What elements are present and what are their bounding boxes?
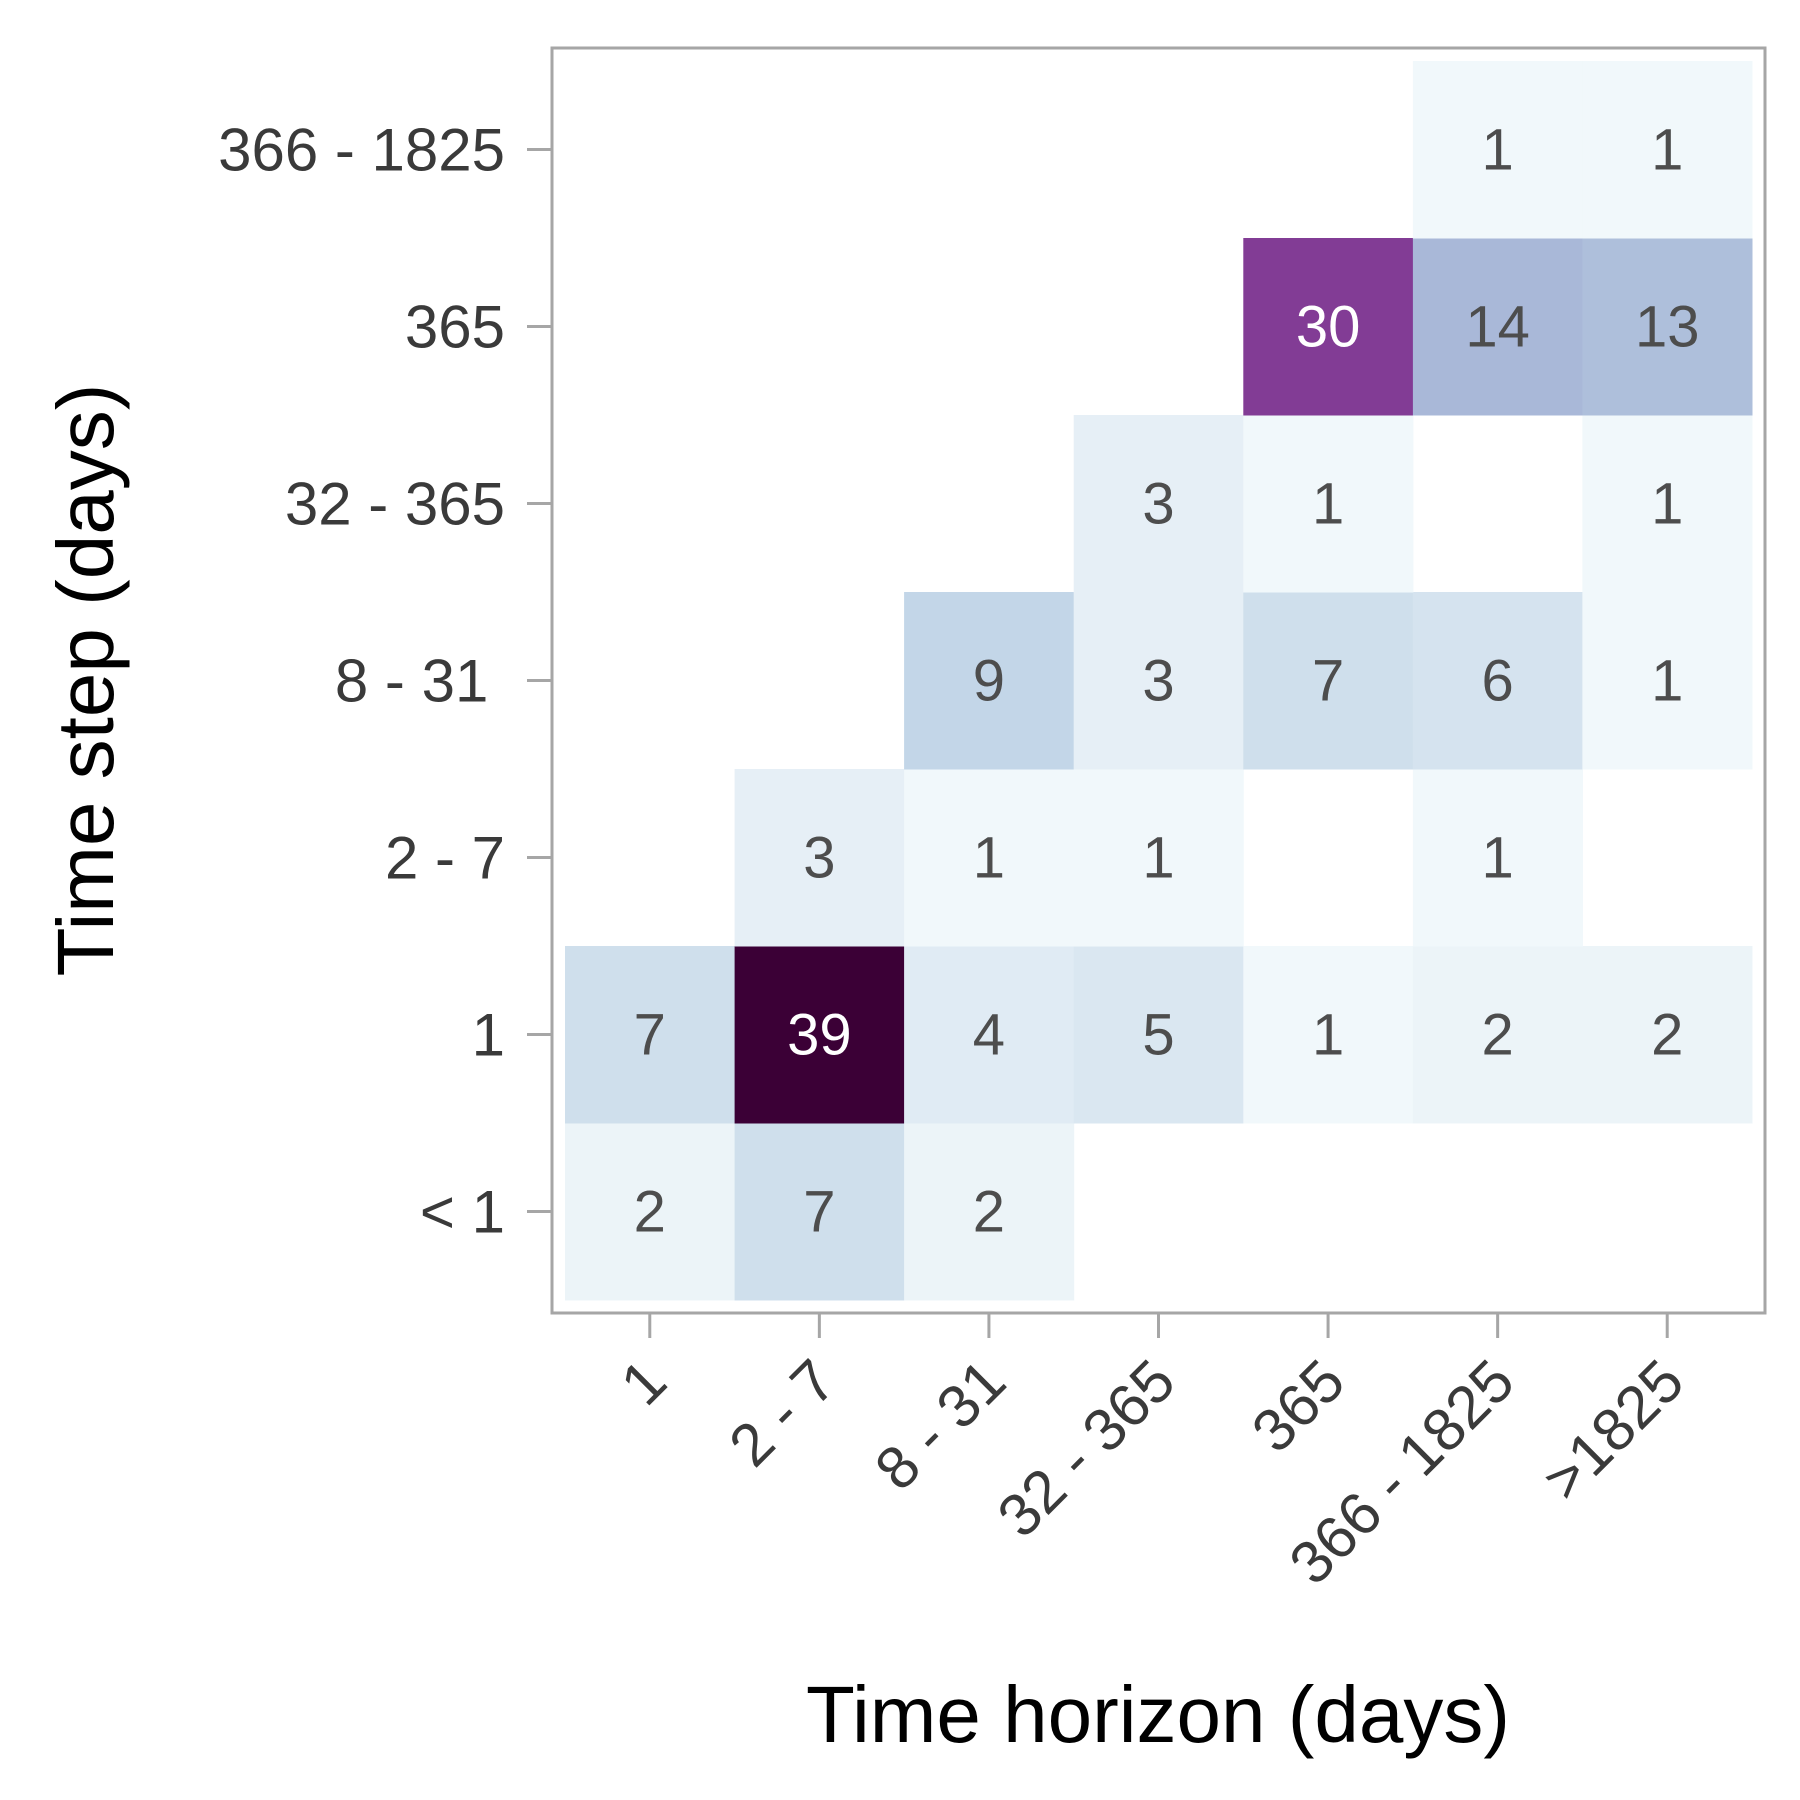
heatmap-cell-label: 39 <box>787 1003 852 1068</box>
heatmap-cell-label: 1 <box>1142 826 1174 891</box>
heatmap-cell-label: 2 <box>1651 1003 1683 1068</box>
heatmap-cell-label: 2 <box>634 1180 666 1245</box>
heatmap-cell-label: 6 <box>1481 649 1513 714</box>
heatmap-cell <box>904 946 1075 1124</box>
heatmap-cell <box>1073 769 1244 947</box>
heatmap-cell <box>1243 592 1414 770</box>
heatmap-cell-label: 7 <box>1312 649 1344 714</box>
x-axis-title: Time horizon (days) <box>806 1670 1510 1759</box>
y-axis-title: Time step (days) <box>41 384 130 977</box>
x-tick-label: 365 <box>1239 1347 1357 1465</box>
y-tick-label: 366 - 1825 <box>218 117 505 184</box>
heatmap-cell-label: 13 <box>1635 295 1700 360</box>
heatmap-cell-label: 1 <box>973 826 1005 891</box>
y-tick-label: 2 - 7 <box>385 825 505 892</box>
y-tick-label: 8 - 31 <box>335 648 505 715</box>
heatmap-cell-label: 1 <box>1312 1003 1344 1068</box>
heatmap-cell-label: 7 <box>634 1003 666 1068</box>
y-axis: < 1 1 2 - 7 8 - 31 32 - 365 365 366 - 1825 <box>218 117 552 1246</box>
heatmap-cell <box>904 592 1075 770</box>
x-tick-label: 8 - 31 <box>862 1347 1018 1503</box>
y-tick-label: 365 <box>405 294 505 361</box>
heatmap-cell <box>1582 61 1753 239</box>
heatmap-cell-label: 1 <box>1651 472 1683 537</box>
heatmap-cell-label: 30 <box>1296 295 1361 360</box>
heatmap-cell-label: 4 <box>973 1003 1005 1068</box>
heatmap-cell <box>1412 769 1583 947</box>
heatmap-cell-label: 3 <box>1142 472 1174 537</box>
heatmap-cell-label: 1 <box>1651 649 1683 714</box>
x-tick-label: 2 - 7 <box>716 1347 848 1479</box>
heatmap-cell <box>1243 238 1414 416</box>
x-tick-label: >1825 <box>1530 1347 1697 1514</box>
y-tick-label: 32 - 365 <box>285 471 505 538</box>
heatmap-cell <box>734 769 905 947</box>
heatmap-cell-label: 3 <box>1142 649 1174 714</box>
heatmap-cell <box>734 946 905 1124</box>
heatmap-cell-label: 9 <box>973 649 1005 714</box>
heatmap-cell <box>1073 946 1244 1124</box>
heatmap-cell <box>1412 592 1583 770</box>
heatmap-cell <box>1073 415 1244 593</box>
heatmap-cell <box>1582 946 1753 1124</box>
heatmap-cell-label: 3 <box>803 826 835 891</box>
heatmap-cell <box>1412 61 1583 239</box>
heatmap-cell-label: 1 <box>1481 118 1513 183</box>
heatmap-cell <box>565 1123 736 1301</box>
x-tick-label: 32 - 365 <box>985 1347 1188 1550</box>
heatmap-cell <box>1582 238 1753 416</box>
heatmap-cell <box>904 1123 1075 1301</box>
heatmap-cell-label: 7 <box>803 1180 835 1245</box>
heatmap-cell <box>1582 415 1753 593</box>
heatmap-cell-label: 1 <box>1481 826 1513 891</box>
heatmap-cell-label: 5 <box>1142 1003 1174 1068</box>
heatmap-cell-label: 1 <box>1651 118 1683 183</box>
heatmap-cell <box>1243 415 1414 593</box>
y-tick-label: 1 <box>472 1002 505 1069</box>
heatmap-cell <box>1073 592 1244 770</box>
heatmap-cell <box>1243 946 1414 1124</box>
y-tick-label: < 1 <box>420 1179 505 1246</box>
heatmap-cell-label: 14 <box>1465 295 1530 360</box>
heatmap-cells: 2 7 27 39 4 5 1 2 23 1 1 19 3 7 6 13 1 130 14 131 1 <box>565 61 1753 1301</box>
heatmap-cell-label: 1 <box>1312 472 1344 537</box>
heatmap-cell <box>1412 946 1583 1124</box>
heatmap-cell <box>565 946 736 1124</box>
heatmap-cell <box>1582 592 1753 770</box>
x-tick-label: 1 <box>608 1347 679 1418</box>
heatmap-cell <box>1412 238 1583 416</box>
heatmap-cell-label: 2 <box>1481 1003 1513 1068</box>
heatmap-cell <box>904 769 1075 947</box>
heatmap-cell <box>734 1123 905 1301</box>
heatmap-cell-label: 2 <box>973 1180 1005 1245</box>
